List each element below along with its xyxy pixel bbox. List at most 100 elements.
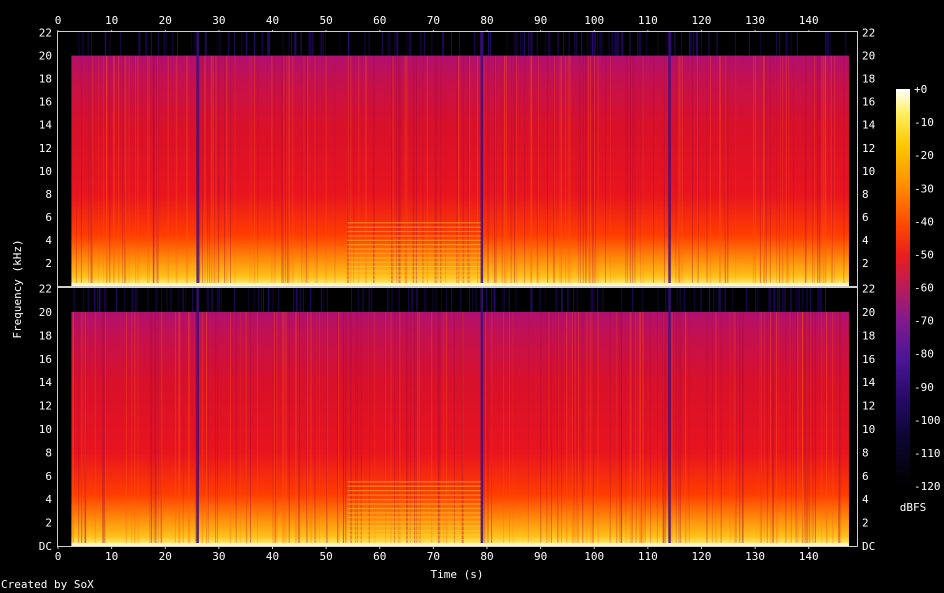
x-axis-label: Time (s) <box>431 568 484 581</box>
y-tick-right-label: 22 <box>862 27 875 40</box>
x-tick-labels-top: 0 10 20 30 40 50 60 70 80 90 100 110 120 130 140 <box>55 14 819 32</box>
x-tick-bottom-label: 30 <box>212 550 225 563</box>
y-tick-right-label: 20 <box>862 50 875 63</box>
y-tick-right-label: 16 <box>862 96 875 109</box>
x-tick-labels-bottom: 0 10 20 30 40 50 60 70 80 90 100 110 120 130 140 <box>55 546 819 563</box>
x-tick-top-label: 100 <box>584 14 604 27</box>
x-tick-bottom-label: 90 <box>534 550 547 563</box>
y-tick-left-label: 10 <box>39 423 52 436</box>
x-tick-top-label: 140 <box>799 14 819 27</box>
y-tick-right-label: 2 <box>862 517 869 530</box>
y-tick-right-label: 6 <box>862 211 869 224</box>
colorbar-tick-label: -80 <box>914 348 934 361</box>
footer-credit: Created by SoX <box>1 578 94 591</box>
y-tick-left-label: 12 <box>39 142 52 155</box>
colorbar-gradient <box>896 89 910 486</box>
panel-frame-2 <box>57 287 858 547</box>
y-tick-left-label: 12 <box>39 400 52 413</box>
y-tick-left-label: 8 <box>45 188 52 201</box>
x-tick-top-label: 20 <box>159 14 172 27</box>
y-tick-right-label: 4 <box>862 493 869 506</box>
x-tick-bottom-label: 0 <box>55 550 62 563</box>
y-tick-right-label: 18 <box>862 73 875 86</box>
colorbar-tick-label: -90 <box>914 381 934 394</box>
y-tick-left-label: 2 <box>45 517 52 530</box>
x-tick-bottom-label: 130 <box>745 550 765 563</box>
y-tick-right-label: 8 <box>862 188 869 201</box>
x-tick-bottom-label: 20 <box>159 550 172 563</box>
y-tick-right-label: 10 <box>862 165 875 178</box>
colorbar-tick-label: +0 <box>914 83 927 96</box>
colorbar-label: dBFS <box>900 501 927 514</box>
colorbar-tick-label: -70 <box>914 315 934 328</box>
colorbar-tick-label: -20 <box>914 149 934 162</box>
y-tick-right-label: 20 <box>862 306 875 319</box>
y-tick-right-label: 22 <box>862 283 875 296</box>
spectrogram-panel-2 <box>58 288 857 546</box>
x-tick-top-label: 0 <box>55 14 62 27</box>
x-tick-top-label: 130 <box>745 14 765 27</box>
colorbar-tick-label: -30 <box>914 182 934 195</box>
x-tick-top-label: 70 <box>427 14 440 27</box>
x-tick-bottom-label: 50 <box>319 550 332 563</box>
y-tick-left-label: 6 <box>45 470 52 483</box>
colorbar-tick-label: -60 <box>914 282 934 295</box>
x-tick-top-label: 60 <box>373 14 386 27</box>
x-tick-bottom-label: 10 <box>105 550 118 563</box>
x-tick-bottom-label: 60 <box>373 550 386 563</box>
y-tick-left-label: 16 <box>39 96 52 109</box>
y-tick-right-label: 18 <box>862 329 875 342</box>
x-tick-bottom-label: 120 <box>692 550 712 563</box>
y-tick-right-label: 12 <box>862 400 875 413</box>
x-tick-bottom-label: 110 <box>638 550 658 563</box>
x-tick-top-label: 120 <box>692 14 712 27</box>
x-tick-top-label: 10 <box>105 14 118 27</box>
y-tick-right-label: 14 <box>862 376 876 389</box>
y-tick-left-label: 8 <box>45 446 52 459</box>
x-tick-top-label: 80 <box>480 14 493 27</box>
colorbar-tick-label: -110 <box>914 447 941 460</box>
x-tick-bottom-label: 80 <box>480 550 493 563</box>
x-tick-bottom-label: 40 <box>266 550 279 563</box>
x-tick-bottom-label: 100 <box>584 550 604 563</box>
y-tick-right-label: 2 <box>862 257 869 270</box>
y-tick-left-label: 4 <box>45 234 52 247</box>
x-tick-top-label: 40 <box>266 14 279 27</box>
y-tick-left-label: 10 <box>39 165 52 178</box>
x-tick-top-label: 110 <box>638 14 658 27</box>
spectrogram-panel-1 <box>58 32 857 287</box>
y-tick-left-label: 18 <box>39 329 52 342</box>
y-tick-left-label: 14 <box>39 119 53 132</box>
y-tick-right-label: DC <box>862 540 875 553</box>
colorbar-tick-label: -120 <box>914 480 941 493</box>
x-tick-bottom-label: 70 <box>427 550 440 563</box>
y-tick-left-label: 14 <box>39 376 53 389</box>
y-tick-right-label: 12 <box>862 142 875 155</box>
y-tick-left-label: 2 <box>45 257 52 270</box>
y-tick-right-label: 16 <box>862 353 875 366</box>
x-tick-top-label: 50 <box>319 14 332 27</box>
y-tick-left-label: 20 <box>39 50 52 63</box>
x-tick-top-label: 30 <box>212 14 225 27</box>
y-tick-left-label: 16 <box>39 353 52 366</box>
y-tick-left-label: 6 <box>45 211 52 224</box>
colorbar-tick-label: -10 <box>914 116 934 129</box>
y-tick-left-label: 22 <box>39 27 52 40</box>
panel-frame-1 <box>57 31 858 287</box>
y-tick-left-label: DC <box>39 540 52 553</box>
y-tick-right-label: 4 <box>862 234 869 247</box>
y-tick-left-label: 22 <box>39 283 52 296</box>
y-tick-left-label: 18 <box>39 73 52 86</box>
colorbar: +0 -10 -20 -30 -40 -50 -60 -70 -80 -90 -100 -110 -12… <box>896 83 941 514</box>
y-tick-right-label: 10 <box>862 423 875 436</box>
y-tick-left-label: 4 <box>45 493 52 506</box>
y-axis-label: Frequency (kHz) <box>11 239 24 338</box>
x-tick-top-label: 90 <box>534 14 547 27</box>
colorbar-tick-label: -100 <box>914 414 941 427</box>
y-tick-left-label: 20 <box>39 306 52 319</box>
y-tick-right-label: 8 <box>862 446 869 459</box>
colorbar-tick-label: -50 <box>914 248 934 261</box>
x-tick-bottom-label: 140 <box>799 550 819 563</box>
